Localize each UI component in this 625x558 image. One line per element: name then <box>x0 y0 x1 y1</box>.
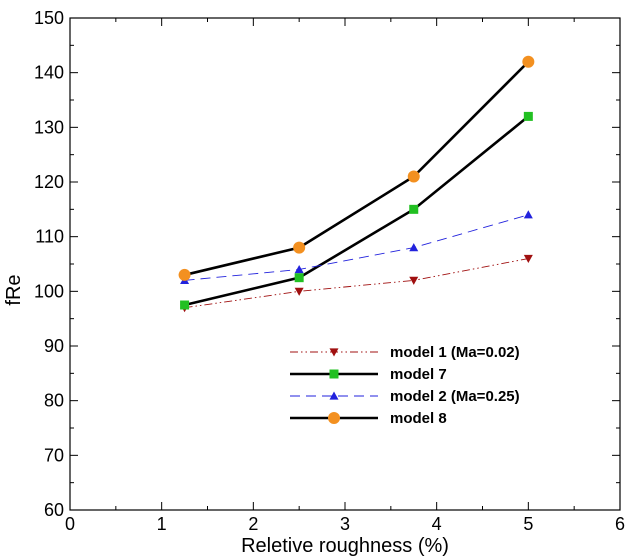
data-point <box>329 369 339 379</box>
y-tick-label: 110 <box>35 227 64 247</box>
data-point <box>522 55 535 68</box>
data-point <box>409 276 419 285</box>
series-4 <box>178 55 535 281</box>
x-axis-title: Reletive roughness (%) <box>241 535 449 557</box>
x-tick-label: 4 <box>432 514 442 534</box>
y-tick-label: 150 <box>34 8 64 28</box>
data-point <box>409 243 419 252</box>
legend-entry: model 2 (Ma=0.25) <box>290 388 520 405</box>
legend-label: model 1 (Ma=0.02) <box>390 344 520 361</box>
x-tick-label: 1 <box>157 514 167 534</box>
data-point <box>329 348 339 357</box>
data-point <box>293 241 306 254</box>
data-point <box>409 204 419 214</box>
series-line <box>184 60 530 277</box>
axes: 0 1 2 3 4 5 6 60 70 80 90 100 110 120 130 140 150 <box>34 8 625 534</box>
series-line <box>184 258 529 309</box>
data-point <box>328 412 340 424</box>
series-2 <box>180 111 533 310</box>
data-point <box>294 273 304 283</box>
legend-label: model 7 <box>390 366 447 383</box>
x-tick-label: 2 <box>248 514 258 534</box>
data-point <box>523 254 533 264</box>
x-tick-label: 6 <box>615 514 625 534</box>
y-tick-label: 100 <box>34 281 64 301</box>
y-tick-label: 140 <box>34 63 64 83</box>
series-3 <box>180 210 533 284</box>
y-tick-label: 60 <box>44 500 64 520</box>
series-line <box>184 214 529 281</box>
plot-series <box>178 55 535 313</box>
data-point <box>294 264 304 274</box>
y-tick-label: 70 <box>44 445 64 465</box>
data-point <box>407 170 420 183</box>
data-point <box>523 111 533 121</box>
data-point <box>294 287 304 296</box>
legend-entry: model 7 <box>290 366 447 383</box>
data-point <box>180 300 190 310</box>
y-axis-title: fRe <box>3 274 25 305</box>
y-tick-label: 120 <box>34 172 64 192</box>
x-tick-label: 0 <box>65 514 75 534</box>
series-line <box>184 115 530 307</box>
x-tick-label: 5 <box>523 514 533 534</box>
legend-label: model 2 (Ma=0.25) <box>390 388 520 405</box>
legend-entry: model 1 (Ma=0.02) <box>290 344 520 361</box>
legend-entry: model 8 <box>290 410 447 427</box>
legend: model 1 (Ma=0.02) model 7 model 2 (Ma=0.25… <box>290 344 520 427</box>
x-tick-label: 3 <box>340 514 350 534</box>
y-tick-label: 80 <box>44 391 64 411</box>
plot-frame <box>69 17 621 511</box>
y-tick-label: 130 <box>34 117 64 137</box>
data-point <box>178 268 191 281</box>
data-point <box>523 210 533 219</box>
legend-label: model 8 <box>390 410 447 427</box>
data-point <box>329 391 339 400</box>
y-tick-label: 90 <box>44 336 64 356</box>
